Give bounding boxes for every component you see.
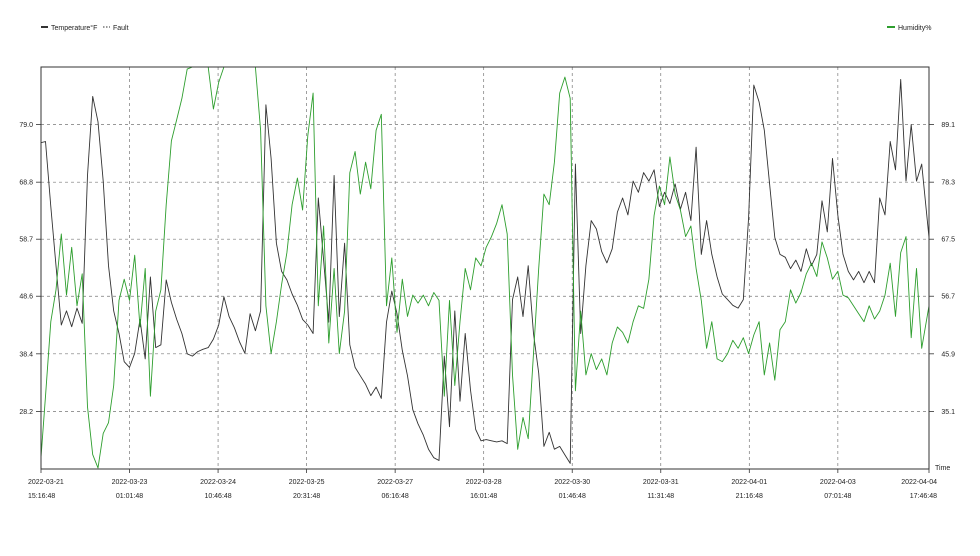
x-tick-time: 11:31:48: [647, 493, 674, 500]
y-left-tick-label: 79.0: [19, 122, 33, 129]
y-right-tick-label: 56.7: [941, 294, 955, 301]
x-tick-date: 2022-03-28: [466, 479, 502, 486]
y-left-tick-label: 58.7: [19, 237, 33, 244]
x-tick-time: 01:01:48: [116, 493, 143, 500]
legend-item-fault[interactable]: Fault: [103, 25, 129, 32]
y-right-tick-label: 45.9: [941, 351, 955, 358]
y-left-tick-label: 68.8: [19, 180, 33, 187]
series-line-humidity: [40, 66, 930, 469]
x-tick-date: 2022-03-24: [200, 479, 236, 486]
x-tick-date: 2022-04-03: [820, 479, 856, 486]
y-left-tick-label: 28.2: [19, 409, 33, 416]
series-line-temperature: [40, 78, 930, 464]
x-tick-date: 2022-03-31: [643, 479, 679, 486]
legend-label-temperature: Temperature°F: [51, 24, 97, 32]
y-left-tick-label: 38.4: [19, 351, 33, 358]
x-tick-time: 07:01:48: [824, 493, 851, 500]
x-tick-time: 06:16:48: [382, 493, 409, 500]
x-tick-date: 2022-03-27: [377, 479, 413, 486]
x-tick-time: 16:01:48: [470, 493, 497, 500]
x-tick-time: 17:46:48: [910, 493, 937, 500]
y-right-tick-label: 78.3: [941, 180, 955, 187]
legend-label-humidity: Humidity%: [898, 25, 931, 32]
x-tick-time: 21:16:48: [736, 493, 763, 500]
x-tick-date: 2022-03-23: [112, 479, 148, 486]
x-tick-time: 10:46:48: [204, 493, 231, 500]
x-tick-date: 2022-03-30: [554, 479, 590, 486]
y-right-tick-label: 35.1: [941, 409, 955, 416]
plot-area: 2022-03-21 15:16:48 2022-03-23 01:01:48 2022…: [19, 66, 955, 500]
y-right-tick-label: 89.1: [941, 122, 955, 129]
y-left-tick-label: 48.6: [19, 294, 33, 301]
x-axis-label: Time: [935, 465, 950, 472]
legend-item-temperature[interactable]: Temperature°F: [41, 24, 97, 32]
x-tick-date: 2022-03-25: [289, 479, 325, 486]
x-tick-time: 01:46:48: [559, 493, 586, 500]
y-right-tick-label: 67.5: [941, 237, 955, 244]
legend-item-humidity[interactable]: Humidity%: [887, 25, 931, 32]
x-tick-time: 20:31:48: [293, 493, 320, 500]
legend-label-fault: Fault: [113, 25, 129, 32]
plot-frame: [40, 66, 930, 470]
x-tick-date: 2022-04-01: [731, 479, 767, 486]
x-tick-date: 2022-04-04: [901, 479, 937, 486]
legend: Temperature°F Fault Humidity%: [41, 24, 931, 32]
x-tick-date: 2022-03-21: [28, 479, 64, 486]
x-tick-time: 15:16:48: [28, 493, 55, 500]
